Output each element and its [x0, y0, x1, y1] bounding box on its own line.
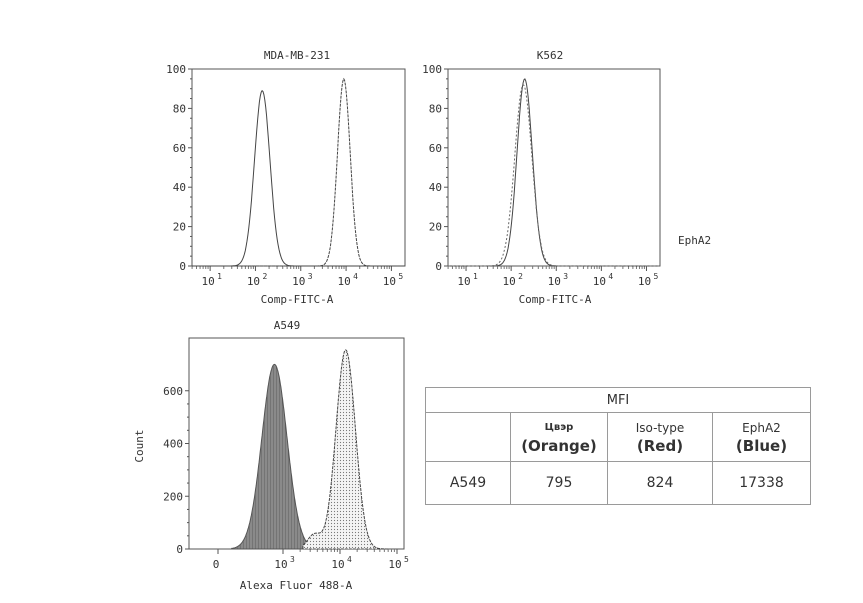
x-tick-label: 10	[388, 558, 401, 571]
panel-title: MDA-MB-231	[264, 49, 330, 62]
x-tick-label: 10	[202, 275, 215, 288]
y-tick-label: 20	[173, 221, 186, 234]
x-tick-label: 10	[638, 275, 651, 288]
y-tick-label: 60	[173, 142, 186, 155]
table-header-mfi: MFI	[425, 387, 811, 413]
panel-a549: A549 Alexa Fluor 488-A Count 0 200 400 600 0…	[133, 319, 409, 592]
panel-title: A549	[274, 319, 301, 332]
column-header-top: Iso-type	[635, 421, 685, 435]
y-tick-label: 600	[163, 385, 183, 398]
x-tick-label: 10	[292, 275, 305, 288]
y-tick-label: 100	[422, 63, 442, 76]
y-tick-label: 80	[429, 102, 442, 115]
x-tick-label: 10	[503, 275, 516, 288]
column-header-top: Цвэр	[544, 422, 574, 433]
x-tick-label: 0	[213, 558, 220, 571]
y-tick-label: 100	[166, 63, 186, 76]
panel-title: K562	[537, 49, 564, 62]
x-tick-label: 10	[247, 275, 260, 288]
x-tick-label: 10	[548, 275, 561, 288]
histogram-curve	[192, 77, 405, 267]
column-header-top: EphA2	[742, 421, 781, 435]
side-label: EphA2	[678, 234, 711, 247]
table-cell: 795	[510, 461, 608, 505]
column-header-red: Iso-type (Red)	[607, 412, 713, 462]
y-tick-label: 40	[173, 181, 186, 194]
x-tick-exponent: 3	[308, 272, 313, 281]
y-axis-label: Count	[133, 429, 146, 462]
table-cell: A549	[425, 461, 511, 505]
x-tick-exponent: 1	[217, 272, 222, 281]
x-tick-exponent: 4	[608, 272, 613, 281]
x-tick-exponent: 1	[473, 272, 478, 281]
y-tick-label: 400	[163, 438, 183, 451]
table-row: A549 795 824 17338	[425, 461, 811, 505]
column-header-orange: Цвэр (Orange)	[510, 412, 608, 462]
y-tick-label: 40	[429, 181, 442, 194]
y-tick-label: 20	[429, 221, 442, 234]
x-tick-exponent: 4	[347, 555, 352, 564]
x-tick-exponent: 3	[290, 555, 295, 564]
y-tick-label: 80	[173, 102, 186, 115]
x-tick-exponent: 5	[398, 272, 403, 281]
column-header-empty	[425, 412, 511, 462]
histogram-curve	[192, 89, 405, 267]
x-axis-label: Comp-FITC-A	[261, 293, 334, 306]
y-tick-label: 0	[179, 260, 186, 273]
x-axis-label: Comp-FITC-A	[519, 293, 592, 306]
x-tick-label: 10	[457, 275, 470, 288]
y-tick-label: 200	[163, 490, 183, 503]
column-header-bottom: (Blue)	[735, 437, 788, 455]
table-cell: 824	[607, 461, 713, 505]
x-tick-exponent: 5	[404, 555, 409, 564]
table-cell: 17338	[712, 461, 811, 505]
x-tick-label: 10	[383, 275, 396, 288]
plot-frame	[447, 68, 661, 267]
y-tick-label: 60	[429, 142, 442, 155]
x-tick-label: 10	[593, 275, 606, 288]
x-tick-label: 10	[274, 558, 287, 571]
x-axis-label: Alexa Fluor 488-A	[240, 579, 353, 592]
histogram-isotype	[231, 363, 318, 550]
x-tick-label: 10	[337, 275, 350, 288]
x-tick-exponent: 2	[518, 272, 523, 281]
column-header-bottom: (Red)	[636, 437, 684, 455]
x-tick-exponent: 5	[653, 272, 658, 281]
histogram-curve	[448, 78, 660, 267]
x-tick-exponent: 3	[563, 272, 568, 281]
column-header-bottom: (Orange)	[521, 437, 597, 455]
mfi-table: MFI Цвэр (Orange) Iso-type (Red) EphA2 (…	[425, 387, 811, 505]
histogram-epha2	[302, 349, 389, 550]
x-tick-exponent: 2	[262, 272, 267, 281]
x-tick-exponent: 4	[353, 272, 358, 281]
x-tick-label: 10	[331, 558, 344, 571]
y-tick-label: 0	[176, 543, 183, 556]
histogram-curve	[448, 84, 660, 267]
y-tick-label: 0	[435, 260, 442, 273]
plot-frame	[191, 68, 406, 267]
column-header-blue: EphA2 (Blue)	[712, 412, 811, 462]
